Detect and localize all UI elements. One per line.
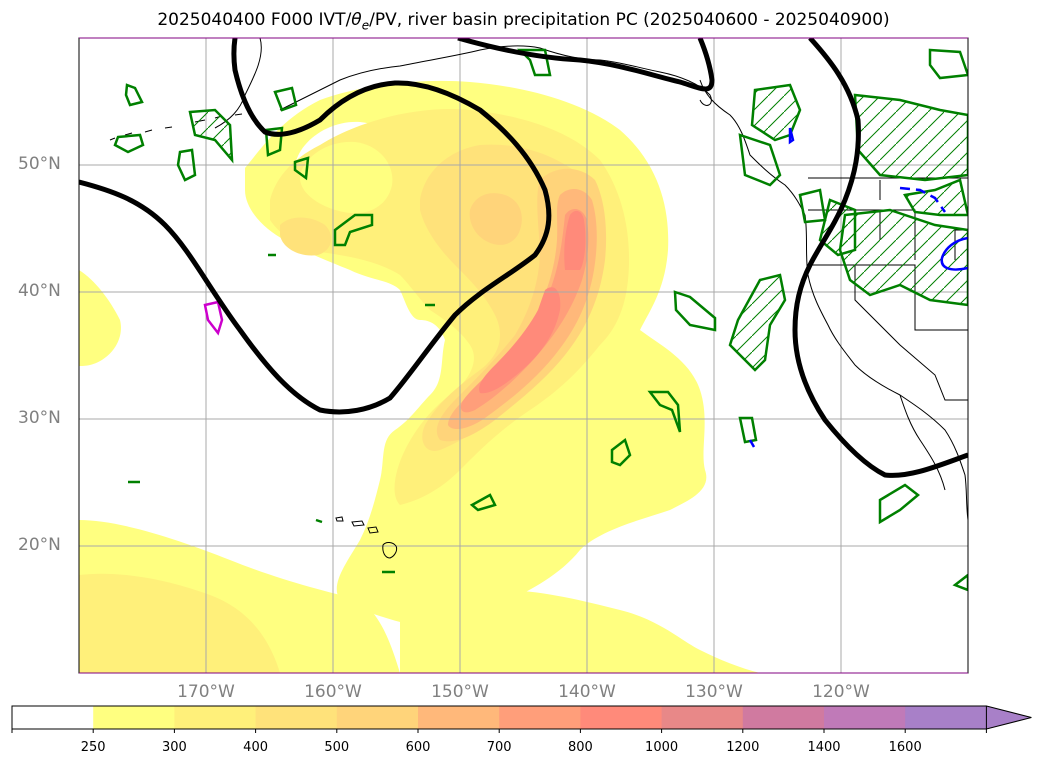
lon-label-130w: 130°W [685, 682, 743, 702]
lon-label-150w: 150°W [431, 682, 489, 702]
colorbar-segment [12, 706, 94, 729]
colorbar-segment [93, 706, 175, 729]
precip-nw-5 [264, 86, 298, 157]
precip-pac-1 [333, 213, 374, 247]
ivt-250-south-2 [400, 584, 760, 673]
precip-pac-4 [738, 416, 758, 444]
colorbar-label: 250 [80, 740, 106, 755]
us-west-coast [804, 214, 968, 521]
lat-label-50n: 50°N [18, 154, 61, 174]
precip-pac-2 [647, 390, 682, 433]
lat-label-20n: 20°N [18, 535, 61, 555]
precip-nw-1 [124, 83, 144, 107]
precip-ne-big [853, 93, 968, 182]
pv-ridge-north [457, 38, 715, 92]
theta-e-3 [940, 236, 968, 271]
colorbar-label: 1600 [888, 740, 922, 755]
precip-se-1 [952, 573, 968, 592]
map-title: 2025040400 F000 IVT/θe/PV, river basin p… [0, 10, 1047, 32]
ivt-800 [564, 210, 586, 270]
colorbar-segment [742, 706, 825, 729]
precip-coast-1 [738, 133, 782, 187]
precip-sw-1 [878, 483, 920, 525]
ivt-300-hole [299, 141, 393, 214]
precip-pac-5 [469, 493, 497, 512]
colorbar-segment [418, 706, 500, 729]
ivt-600 [448, 188, 597, 430]
lon-label-170w: 170°W [177, 682, 235, 702]
precip-canada-2 [928, 48, 968, 80]
precip-nw-6 [293, 156, 310, 181]
theta-e-1 [788, 127, 795, 145]
colorbar [11, 705, 1032, 733]
ivt-400-west [280, 217, 332, 256]
title-theta: θ [351, 10, 362, 30]
colorbar-segment [824, 706, 906, 729]
ivt-250-west [79, 270, 121, 366]
colorbar-label: 600 [405, 740, 431, 755]
precip-interior-2 [838, 208, 968, 307]
colorbar-label: 1000 [645, 740, 679, 755]
colorbar-segment [499, 706, 581, 729]
title-theta-sub: e [361, 18, 370, 33]
precip-nw-3 [188, 108, 234, 164]
precip-nw-2 [113, 133, 145, 154]
lon-label-120w: 120°W [812, 682, 870, 702]
precip-ca-1 [728, 273, 787, 372]
magenta-contour [203, 300, 224, 336]
precip-interior-3 [903, 178, 968, 217]
precip-alaska [516, 48, 552, 77]
pv-east-trough [792, 38, 968, 478]
precip-ca-2 [673, 290, 717, 332]
ivt-500 [469, 193, 522, 245]
pv-contours [79, 38, 968, 478]
precip-nw-4 [176, 148, 197, 182]
hawaii-island-2 [335, 516, 379, 534]
precip-contours [113, 48, 968, 592]
colorbar-label: 800 [567, 740, 593, 755]
ivt-shading [79, 80, 760, 673]
colorbar-label: 700 [486, 740, 512, 755]
colorbar-segment [905, 706, 987, 729]
colorbar-segment [174, 706, 257, 729]
colorbar-label: 400 [243, 740, 268, 755]
hawaii-island-1 [382, 542, 398, 559]
colorbar-extend-arrow [985, 705, 1032, 730]
precip-pac-3 [610, 437, 632, 467]
canada-coast [699, 79, 806, 216]
lon-label-160w: 160°W [304, 682, 362, 702]
precip-small-1 [128, 253, 435, 574]
ivt-800-south [479, 287, 561, 394]
pv-main-trough [79, 38, 552, 415]
colorbar-segment [580, 706, 663, 729]
title-suffix: /PV, river basin precipitation PC (20250… [369, 10, 890, 30]
lon-label-140w: 140°W [558, 682, 616, 702]
theta-e-contours [748, 127, 968, 448]
ivt-300-south [79, 573, 280, 673]
colorbar-segment [661, 706, 744, 729]
colorbar-label: 500 [324, 740, 350, 755]
title-prefix: 2025040400 F000 IVT/ [157, 10, 352, 30]
lat-label-30n: 30°N [18, 408, 61, 428]
lat-label-40n: 40°N [18, 281, 61, 301]
colorbar-segment [336, 706, 419, 729]
state-border-ca-nv [854, 265, 968, 401]
colorbar-label: 300 [161, 740, 187, 755]
graticule [79, 38, 968, 673]
colorbar-segment [255, 706, 338, 729]
colorbar-label: 1400 [807, 740, 841, 755]
baja-coast [899, 394, 946, 491]
colorbar-label: 1200 [726, 740, 760, 755]
theta-e-4 [748, 439, 756, 448]
